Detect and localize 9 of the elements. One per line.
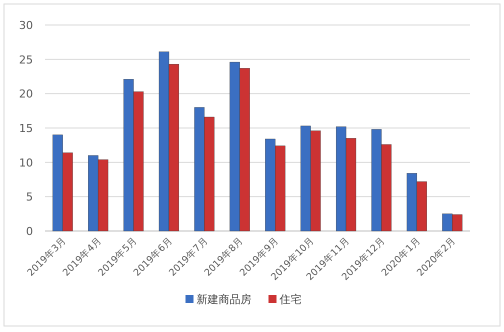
y-tick-label: 25 xyxy=(19,53,33,66)
legend-label: 新建商品房 xyxy=(196,293,252,306)
y-tick-label: 20 xyxy=(19,88,33,101)
y-tick-label: 15 xyxy=(19,122,33,135)
y-tick-label: 0 xyxy=(26,225,33,238)
y-tick-label: 10 xyxy=(19,156,33,170)
y-tick-label: 5 xyxy=(26,190,33,204)
legend-label: 住宅 xyxy=(280,293,302,306)
y-tick-label: 30 xyxy=(19,19,33,32)
